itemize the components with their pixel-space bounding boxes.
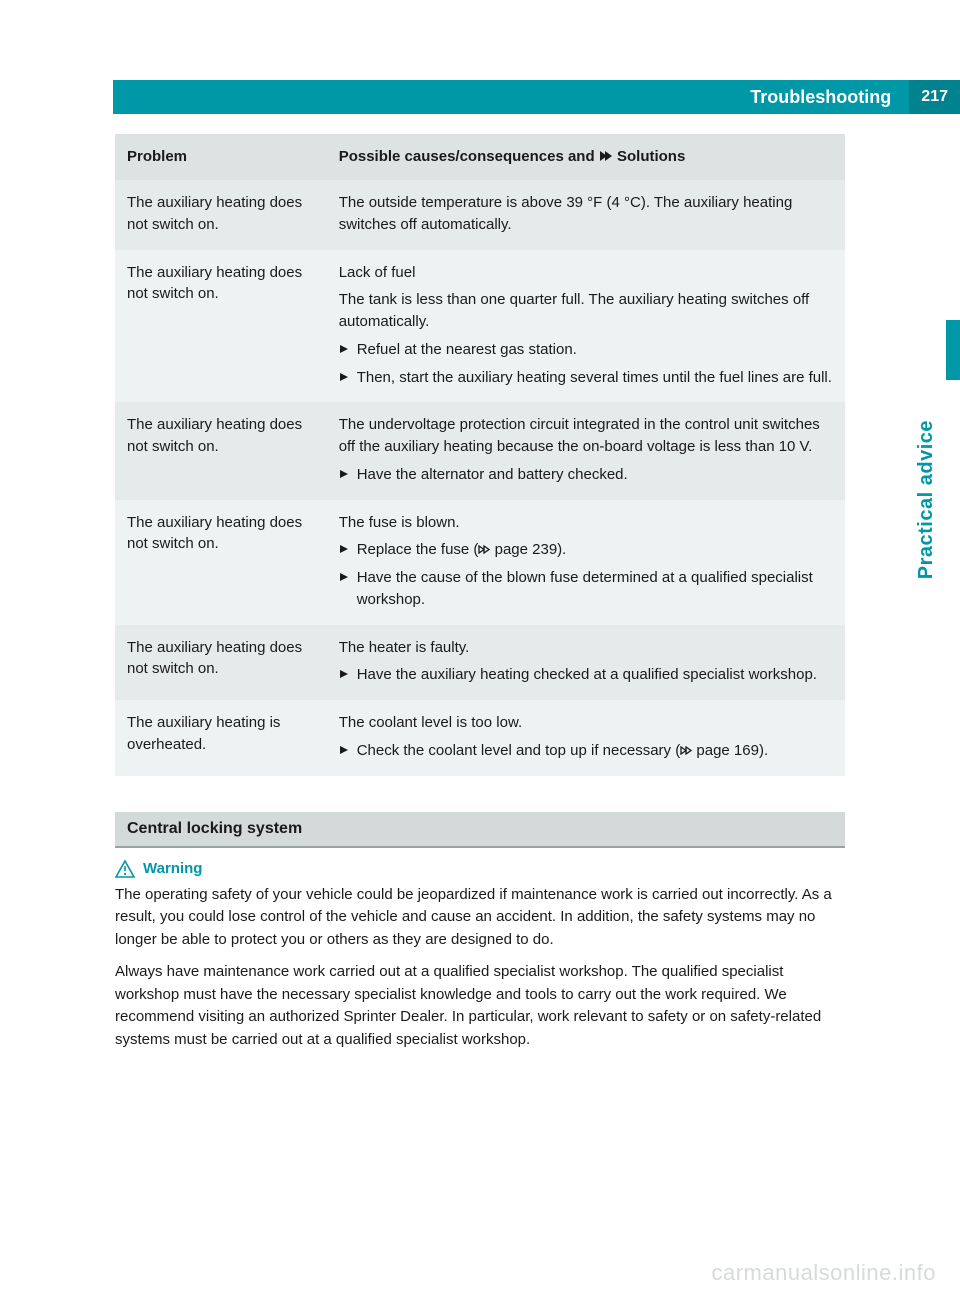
warning-label: Warning <box>143 860 202 877</box>
extra-text: The tank is less than one quarter full. … <box>339 289 833 333</box>
table-body: The auxiliary heating does not switch on… <box>115 180 845 776</box>
cause-text: The heater is faulty. <box>339 637 833 659</box>
cause-text: The coolant level is too low. <box>339 712 833 734</box>
warning-body: The operating safety of your vehicle cou… <box>115 884 845 1052</box>
solution-cell: The undervoltage protection circuit inte… <box>327 402 845 499</box>
table-row: The auxiliary heating does not switch on… <box>115 250 845 403</box>
col-header-solutions-prefix: Possible causes/consequences and <box>339 148 599 165</box>
page-header-title: Troubleshooting <box>750 87 909 108</box>
action-icon <box>339 367 357 389</box>
action-line: Replace the fuse ( page 239). <box>339 539 833 561</box>
problem-cell: The auxiliary heating does not switch on… <box>115 402 327 499</box>
table-row: The auxiliary heating is overheated.The … <box>115 700 845 776</box>
solution-cell: The outside temperature is above 39 °F (… <box>327 180 845 250</box>
table-row: The auxiliary heating does not switch on… <box>115 180 845 250</box>
warning-paragraph: The operating safety of your vehicle cou… <box>115 884 845 952</box>
action-line: Have the alternator and battery checked. <box>339 464 833 486</box>
col-header-problem: Problem <box>115 134 327 180</box>
watermark: carmanualsonline.info <box>711 1260 936 1286</box>
solution-cell: Lack of fuel The tank is less than one qu… <box>327 250 845 403</box>
action-icon <box>339 539 357 561</box>
problem-cell: The auxiliary heating is overheated. <box>115 700 327 776</box>
cause-text: Lack of fuel <box>339 262 833 284</box>
problem-cell: The auxiliary heating does not switch on… <box>115 180 327 250</box>
action-line: Have the auxiliary heating checked at a … <box>339 664 833 686</box>
warning-icon <box>115 860 135 878</box>
problem-cell: The auxiliary heating does not switch on… <box>115 250 327 403</box>
solution-cell: The heater is faulty. Have the auxiliary … <box>327 625 845 701</box>
side-tab-marker <box>946 320 960 380</box>
col-header-solutions-suffix: Solutions <box>613 148 686 165</box>
problem-cell: The auxiliary heating does not switch on… <box>115 500 327 625</box>
action-line: Have the cause of the blown fuse determi… <box>339 567 833 611</box>
warning-paragraph: Always have maintenance work carried out… <box>115 961 845 1051</box>
action-icon <box>339 740 357 762</box>
cause-text: The undervoltage protection circuit inte… <box>339 414 833 458</box>
action-text: Refuel at the nearest gas station. <box>357 339 833 361</box>
problem-cell: The auxiliary heating does not switch on… <box>115 625 327 701</box>
action-icon <box>339 567 357 589</box>
side-tab-label: Practical advice <box>915 420 938 579</box>
action-text: Have the cause of the blown fuse determi… <box>357 567 833 611</box>
action-icon <box>339 664 357 686</box>
warning-heading: Warning <box>115 860 845 878</box>
warning-block: Warning The operating safety of your veh… <box>115 860 845 1052</box>
table-row: The auxiliary heating does not switch on… <box>115 500 845 625</box>
table-header-row: Problem Possible causes/consequences and… <box>115 134 845 180</box>
action-text: Replace the fuse ( page 239). <box>357 539 833 561</box>
page-content: Problem Possible causes/consequences and… <box>115 134 845 1051</box>
col-header-solutions: Possible causes/consequences and Solutio… <box>327 134 845 180</box>
xref-icon <box>478 541 490 558</box>
action-icon <box>339 464 357 486</box>
xref-icon <box>680 742 692 759</box>
forward-icon <box>599 149 613 166</box>
solution-cell: The coolant level is too low. Check the c… <box>327 700 845 776</box>
action-text: Check the coolant level and top up if ne… <box>357 740 833 762</box>
page-number: 217 <box>909 80 960 114</box>
action-text: Have the alternator and battery checked. <box>357 464 833 486</box>
page-header-bar: Troubleshooting 217 <box>113 80 960 114</box>
solution-cell: The fuse is blown. Replace the fuse ( pag… <box>327 500 845 625</box>
cause-text: The fuse is blown. <box>339 512 833 534</box>
action-line: Then, start the auxiliary heating severa… <box>339 367 833 389</box>
table-row: The auxiliary heating does not switch on… <box>115 625 845 701</box>
action-line: Check the coolant level and top up if ne… <box>339 740 833 762</box>
manual-page: Troubleshooting 217 Practical advice Pro… <box>0 0 960 1302</box>
table-row: The auxiliary heating does not switch on… <box>115 402 845 499</box>
cause-text: The outside temperature is above 39 °F (… <box>339 192 833 236</box>
action-line: Refuel at the nearest gas station. <box>339 339 833 361</box>
troubleshooting-table: Problem Possible causes/consequences and… <box>115 134 845 776</box>
action-text: Have the auxiliary heating checked at a … <box>357 664 833 686</box>
section-heading: Central locking system <box>115 812 845 848</box>
action-icon <box>339 339 357 361</box>
action-text: Then, start the auxiliary heating severa… <box>357 367 833 389</box>
